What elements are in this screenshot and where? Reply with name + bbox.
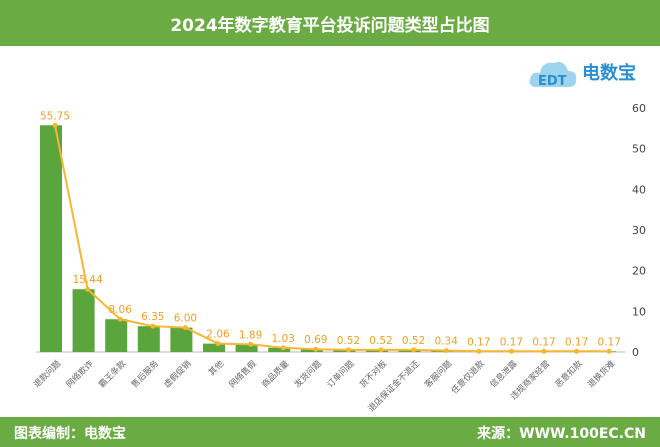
line-point (345, 347, 351, 353)
data-label: 8.06 (109, 304, 133, 316)
data-label: 15.44 (73, 274, 103, 286)
x-tick-label: 霸王条款 (96, 358, 128, 390)
line-point (215, 341, 221, 347)
line-point (443, 348, 449, 354)
data-label: 0.17 (467, 336, 490, 348)
series-line (54, 125, 610, 353)
data-label: 1.03 (272, 333, 295, 345)
line-point (280, 345, 286, 351)
line-point (476, 348, 482, 354)
footer-source: 来源：WWW.100EC.CN (477, 426, 646, 442)
x-tick-label: 恶意扣款 (553, 358, 585, 390)
line-point (378, 347, 384, 353)
line-point (574, 348, 580, 354)
y-tick-label: 10 (632, 305, 646, 318)
logo: EDT 电数宝 (528, 55, 653, 95)
data-label: 0.17 (500, 336, 523, 348)
data-label: 55.75 (40, 110, 70, 122)
y-tick-label: 50 (632, 143, 646, 156)
data-label: 0.17 (565, 336, 588, 348)
bar (40, 125, 62, 353)
data-label: 0.52 (369, 335, 392, 347)
bar (105, 319, 128, 352)
bar (170, 327, 193, 352)
y-tick-label: 40 (632, 183, 646, 196)
line-point (508, 348, 514, 354)
data-label: 6.35 (141, 311, 164, 323)
bar (366, 349, 388, 352)
x-tick-label: 网络欺诈 (64, 358, 96, 390)
y-tick-label: 20 (632, 265, 646, 278)
y-tick-label: 60 (632, 102, 646, 115)
data-label: 6.00 (174, 313, 197, 325)
line-point (606, 348, 612, 354)
x-tick-label: 订单问题 (325, 358, 357, 390)
data-label: 0.17 (598, 336, 621, 348)
data-label: 0.52 (337, 335, 360, 347)
x-tick-label: 商品质量 (259, 358, 291, 390)
svg-text:EDT: EDT (538, 74, 567, 89)
data-label: 0.69 (304, 334, 327, 346)
line-point (117, 316, 123, 322)
svg-text:电数宝: 电数宝 (582, 62, 636, 84)
bar (300, 349, 323, 352)
bar (203, 343, 225, 352)
chart-title: 2024年数字教育平台投诉问题类型占比图 (170, 15, 490, 36)
data-label: 2.06 (206, 329, 230, 341)
x-tick-label: 信息泄露 (488, 358, 520, 390)
y-tick-label: 0 (632, 346, 639, 359)
x-tick-label: 货不对板 (357, 358, 389, 390)
footer-credit: 图表编制：电数宝 (14, 426, 126, 442)
chart: 0 10 20 30 40 50 60 55.75 退款问题 15.44 网络欺诈 8.06 霸王条款 6… (31, 102, 646, 414)
line-point (541, 348, 547, 354)
header-bar: 2024年数字教育平台投诉问题类型占比图 (0, 0, 660, 46)
x-tick-label: 任意仅退款 (449, 358, 487, 396)
x-tick-label: 发货问题 (292, 358, 324, 390)
line-point (313, 346, 319, 352)
x-tick-label: 其他 (206, 358, 226, 378)
x-tick-label: 售后服务 (129, 358, 161, 390)
line-point (411, 347, 417, 353)
line-point (248, 341, 254, 347)
bar (333, 349, 356, 352)
bar (137, 326, 160, 352)
line-point (150, 323, 156, 329)
line-point (182, 325, 188, 331)
x-tick-label: 退换货难 (585, 358, 617, 390)
x-tick-label: 退款问题 (31, 358, 63, 390)
data-label: 0.17 (532, 336, 555, 348)
x-tick-label: 虚假促销 (162, 358, 194, 390)
bar (268, 347, 291, 352)
data-label: 0.34 (435, 336, 459, 348)
line-point (52, 122, 58, 128)
data-label: 1.89 (239, 329, 262, 341)
footer-bar: 图表编制：电数宝 来源：WWW.100EC.CN (0, 417, 660, 447)
line-point (85, 286, 91, 292)
data-label: 0.52 (402, 335, 425, 347)
x-tick-label: 客服问题 (422, 358, 454, 390)
y-tick-label: 30 (632, 224, 646, 237)
bar (72, 289, 95, 352)
x-tick-label: 网络售假 (227, 358, 259, 390)
bar (235, 344, 258, 352)
bar (398, 349, 421, 352)
